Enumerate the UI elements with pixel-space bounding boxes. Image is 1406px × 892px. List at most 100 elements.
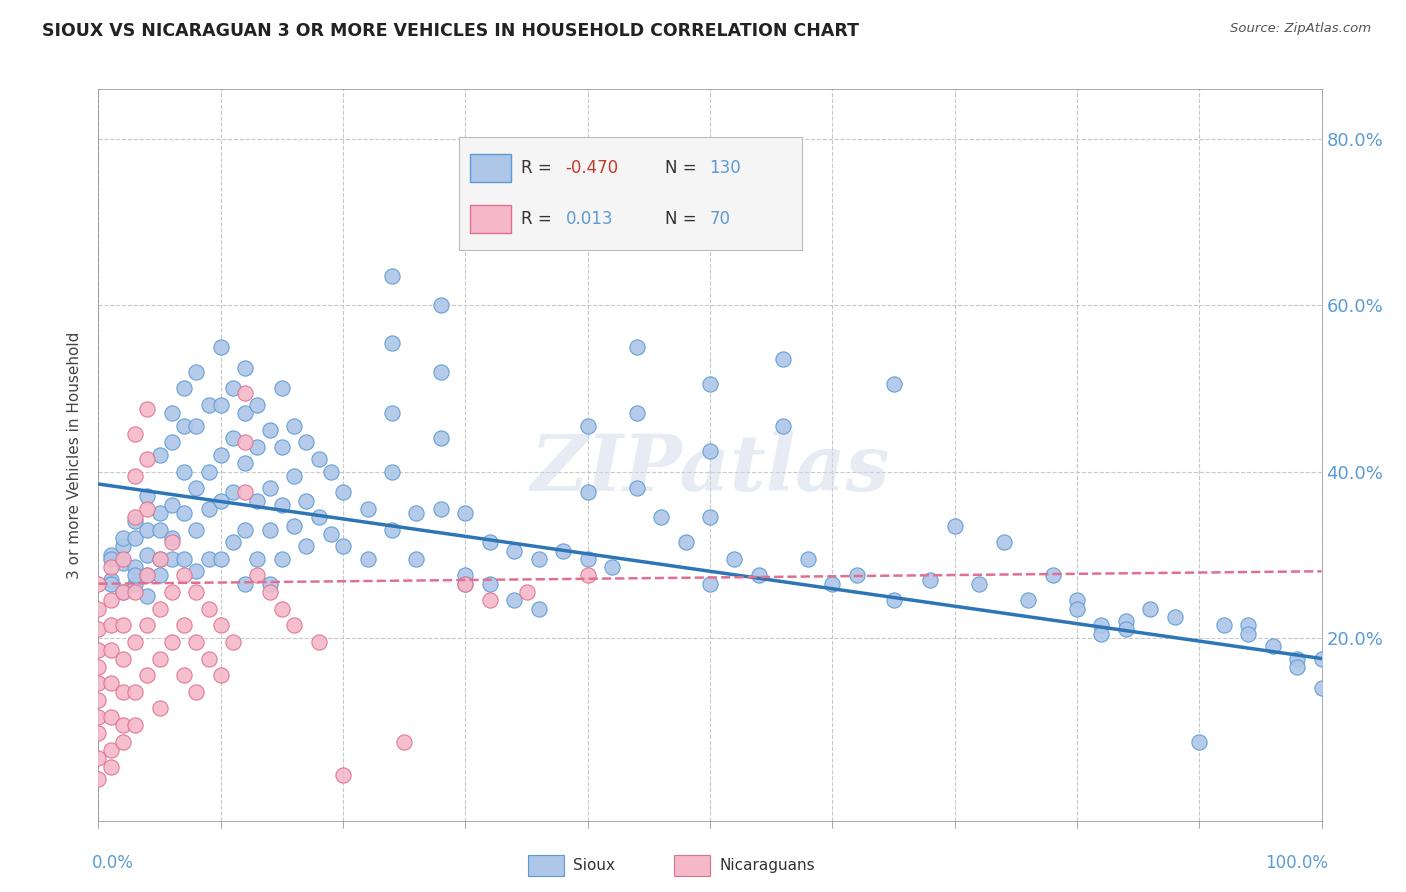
Point [87, 693, 110, 707]
Point [209, 668, 232, 682]
Point [1042, 568, 1064, 582]
Text: 0.0%: 0.0% [93, 854, 134, 871]
Point [600, 560, 623, 574]
Point [748, 568, 770, 582]
Point [124, 531, 146, 545]
Point [246, 440, 269, 454]
Point [100, 573, 122, 587]
Point [136, 452, 159, 467]
Text: R =: R = [520, 210, 551, 228]
Point [149, 651, 172, 665]
Point [1115, 623, 1137, 637]
Point [283, 468, 305, 483]
Point [1237, 618, 1260, 632]
Text: 130: 130 [709, 159, 741, 177]
Point [1310, 651, 1333, 665]
Point [283, 618, 305, 632]
Point [87, 601, 110, 615]
Point [943, 518, 966, 533]
Point [160, 635, 183, 649]
Point [1212, 618, 1234, 632]
Point [797, 551, 820, 566]
Point [1237, 626, 1260, 640]
Point [576, 568, 599, 582]
Point [124, 635, 146, 649]
Point [173, 568, 195, 582]
Point [967, 576, 990, 591]
Point [1164, 610, 1187, 624]
Point [124, 576, 146, 591]
Point [259, 481, 281, 495]
Point [136, 490, 159, 504]
Point [149, 551, 172, 566]
Point [675, 535, 697, 549]
Point [100, 593, 122, 607]
Point [209, 398, 232, 412]
Point [100, 710, 122, 724]
Bar [527, 855, 564, 876]
Point [553, 543, 575, 558]
Point [111, 531, 134, 545]
Point [111, 551, 134, 566]
Point [149, 448, 172, 462]
Point [124, 560, 146, 574]
Point [283, 418, 305, 433]
Point [186, 564, 208, 578]
Point [100, 759, 122, 773]
Point [650, 510, 672, 524]
Point [626, 481, 648, 495]
Point [222, 485, 245, 500]
Point [1188, 734, 1211, 748]
Point [186, 418, 208, 433]
Point [173, 506, 195, 520]
Point [381, 523, 404, 537]
Y-axis label: 3 or more Vehicles in Household: 3 or more Vehicles in Household [67, 331, 83, 579]
Point [233, 485, 256, 500]
Point [222, 381, 245, 395]
Point [259, 585, 281, 599]
Point [527, 601, 550, 615]
Point [1017, 593, 1039, 607]
Point [405, 551, 427, 566]
Text: N =: N = [665, 210, 696, 228]
Point [381, 269, 404, 284]
Point [515, 585, 537, 599]
Point [576, 551, 599, 566]
Point [319, 465, 342, 479]
Point [392, 734, 416, 748]
Point [124, 510, 146, 524]
Point [381, 465, 404, 479]
Point [136, 589, 159, 603]
Point [136, 523, 159, 537]
Point [454, 576, 477, 591]
Text: N =: N = [665, 159, 696, 177]
Point [197, 601, 219, 615]
Point [87, 643, 110, 657]
Point [259, 423, 281, 437]
Point [1090, 626, 1112, 640]
Point [136, 568, 159, 582]
Point [149, 568, 172, 582]
Point [160, 535, 183, 549]
Point [136, 502, 159, 516]
Point [1286, 651, 1309, 665]
Point [111, 685, 134, 699]
Point [233, 435, 256, 450]
Point [100, 643, 122, 657]
Point [233, 406, 256, 420]
Point [209, 448, 232, 462]
Point [111, 585, 134, 599]
Point [723, 551, 745, 566]
Point [173, 668, 195, 682]
Point [270, 601, 294, 615]
Point [1090, 618, 1112, 632]
Bar [673, 855, 710, 876]
Point [699, 576, 721, 591]
Point [246, 568, 269, 582]
Text: R =: R = [520, 159, 551, 177]
Point [503, 593, 526, 607]
Point [772, 418, 794, 433]
Point [883, 377, 905, 392]
Point [270, 440, 294, 454]
Point [699, 510, 721, 524]
